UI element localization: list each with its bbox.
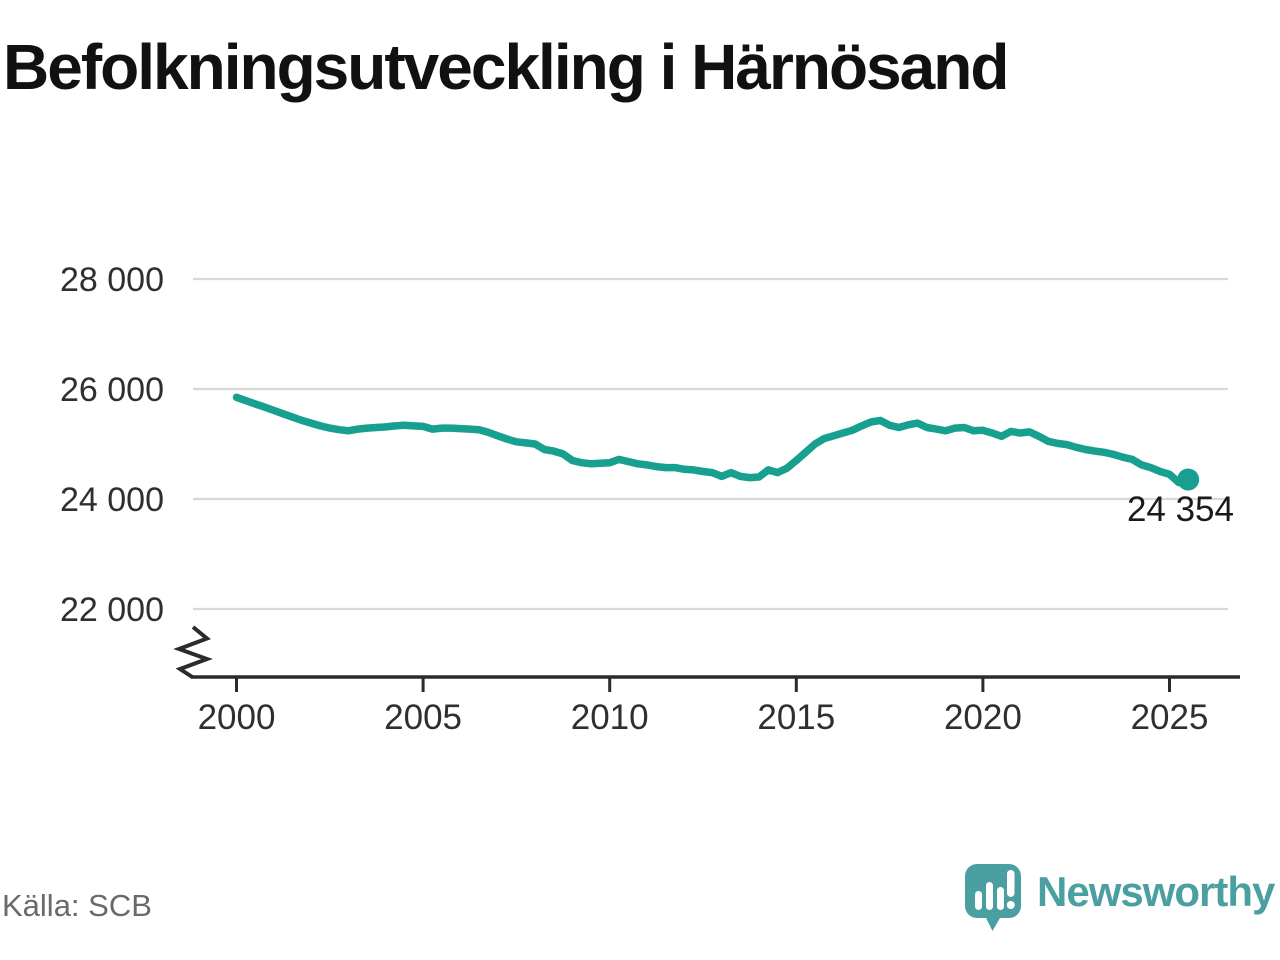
logo-bar-3 <box>997 887 1004 910</box>
newsworthy-wordmark: Newsworthy <box>1037 868 1275 915</box>
logo-bar-2 <box>986 882 993 910</box>
bar-chart-speech-bubble-icon <box>965 864 1021 931</box>
population-series-line <box>232 393 1192 487</box>
source-note: Källa: SCB <box>2 888 152 923</box>
latest-value-marker <box>1177 468 1200 491</box>
x-axis-label-2015: 2015 <box>757 698 835 737</box>
page-title: Befolkningsutveckling i Härnösand <box>3 31 1009 103</box>
y-axis-label-22000: 22 000 <box>60 591 164 629</box>
logo-exclamation-bar <box>1007 870 1015 897</box>
latest-value-label: 24 354 <box>1127 490 1234 529</box>
y-axis-label-24000: 24 000 <box>60 481 164 519</box>
y-axis-label-26000: 26 000 <box>60 371 164 409</box>
x-axis-label-2020: 2020 <box>944 698 1022 737</box>
y-axis-label-28000: 28 000 <box>60 261 164 299</box>
x-axis-label-2000: 2000 <box>198 698 276 737</box>
logo-bar-1 <box>975 891 982 910</box>
newsworthy-logo: Newsworthy <box>963 862 1275 934</box>
x-axis-label-2010: 2010 <box>571 698 649 737</box>
x-axis-label-2025: 2025 <box>1131 698 1209 737</box>
y-axis-break-icon <box>173 625 213 680</box>
x-axis-label-2005: 2005 <box>384 698 462 737</box>
logo-exclamation-dot <box>1006 901 1015 909</box>
